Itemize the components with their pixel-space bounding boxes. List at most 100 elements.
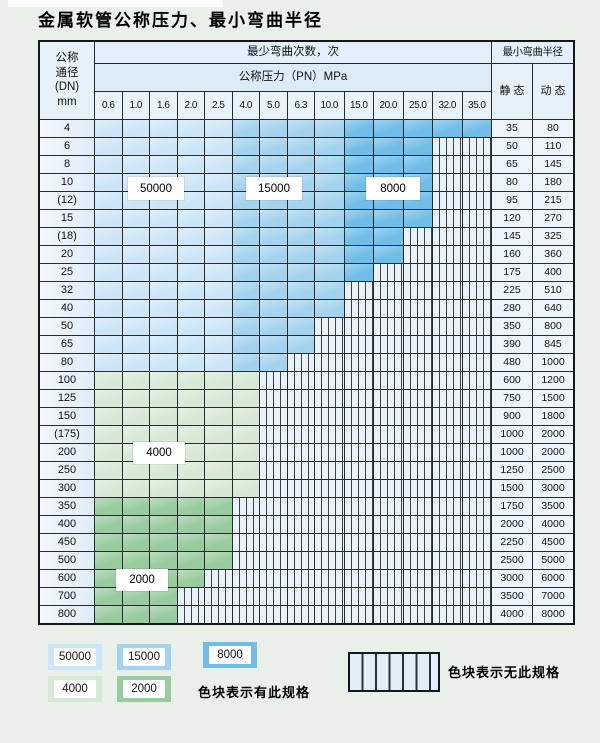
no-spec-cell — [260, 588, 287, 605]
availability-cell — [287, 228, 314, 245]
dynamic-radius-cell: 400 — [533, 264, 573, 281]
static-radius-cell: 160 — [492, 246, 532, 263]
dn-cell: 20 — [40, 246, 94, 263]
availability-cell — [205, 480, 232, 497]
availability-cell — [344, 120, 373, 137]
no-spec-cell — [403, 282, 432, 299]
no-spec-cell — [374, 354, 403, 371]
static-radius-cell: 900 — [492, 408, 532, 425]
availability-cell — [232, 354, 259, 371]
availability-cell — [462, 120, 491, 137]
dn-cell: 25 — [40, 264, 94, 281]
no-spec-cell — [287, 480, 314, 497]
pressure-header-cell: 35.0 — [462, 92, 491, 119]
availability-cell — [287, 318, 314, 335]
availability-cell — [403, 156, 432, 173]
availability-cell — [260, 336, 287, 353]
availability-cell — [232, 372, 259, 389]
no-spec-cell — [433, 390, 462, 407]
availability-cell — [122, 246, 149, 263]
availability-cell — [122, 516, 149, 533]
dn-cell: 15 — [40, 210, 94, 227]
availability-cell — [95, 390, 122, 407]
dynamic-radius-cell: 270 — [533, 210, 573, 227]
no-spec-cell — [403, 480, 432, 497]
availability-cell — [205, 120, 232, 137]
availability-cell — [177, 498, 204, 515]
dn-cell: 250 — [40, 462, 94, 479]
no-spec-cell — [232, 516, 259, 533]
no-spec-cell — [433, 210, 462, 227]
legend-swatch-value: 8000 — [209, 646, 251, 664]
dn-cell: 80 — [40, 354, 94, 371]
no-spec-cell — [433, 228, 462, 245]
availability-cell — [205, 228, 232, 245]
pressure-header-cell: 0.6 — [95, 92, 122, 119]
no-spec-cell — [344, 480, 373, 497]
no-spec-cell — [462, 228, 491, 245]
dn-cell: 350 — [40, 498, 94, 515]
no-spec-cell — [433, 192, 462, 209]
dn-cell: 32 — [40, 282, 94, 299]
availability-cell — [95, 588, 122, 605]
no-spec-cell — [403, 462, 432, 479]
no-spec-cell — [260, 390, 287, 407]
availability-cell — [344, 228, 373, 245]
availability-cell — [150, 156, 177, 173]
availability-cell — [150, 390, 177, 407]
bend-cycles-label-4000: 4000 — [133, 442, 185, 464]
dynamic-radius-cell: 3000 — [533, 480, 573, 497]
availability-cell — [205, 354, 232, 371]
availability-cell — [95, 426, 122, 443]
availability-cell — [232, 120, 259, 137]
static-radius-cell: 1750 — [492, 498, 532, 515]
dn-cell: (12) — [40, 192, 94, 209]
static-radius-cell: 2500 — [492, 552, 532, 569]
availability-cell — [205, 210, 232, 227]
static-radius-cell: 1500 — [492, 480, 532, 497]
availability-cell — [177, 138, 204, 155]
dynamic-radius-cell: 325 — [533, 228, 573, 245]
dn-cell: 200 — [40, 444, 94, 461]
dn-cell: 300 — [40, 480, 94, 497]
pressure-header-cell: 15.0 — [344, 92, 373, 119]
no-spec-cell — [344, 552, 373, 569]
availability-cell — [260, 246, 287, 263]
availability-cell — [315, 210, 344, 227]
availability-cell — [344, 174, 373, 191]
availability-cell — [95, 408, 122, 425]
dn-cell: 4 — [40, 120, 94, 137]
availability-cell — [344, 156, 373, 173]
availability-cell — [403, 210, 432, 227]
no-spec-cell — [462, 318, 491, 335]
no-spec-cell — [433, 138, 462, 155]
availability-cell — [95, 498, 122, 515]
availability-cell — [205, 498, 232, 515]
no-spec-cell — [403, 588, 432, 605]
no-spec-cell — [374, 480, 403, 497]
no-spec-cell — [462, 588, 491, 605]
static-radius-cell: 2250 — [492, 534, 532, 551]
availability-cell — [315, 120, 344, 137]
no-spec-cell — [462, 426, 491, 443]
static-radius-cell: 3500 — [492, 588, 532, 605]
availability-cell — [177, 534, 204, 551]
availability-cell — [205, 336, 232, 353]
no-spec-cell — [315, 570, 344, 587]
no-spec-cell — [433, 516, 462, 533]
dn-cell: (175) — [40, 426, 94, 443]
no-spec-cell — [260, 570, 287, 587]
availability-cell — [95, 318, 122, 335]
availability-cell — [95, 174, 122, 191]
no-spec-cell — [403, 336, 432, 353]
no-spec-cell — [403, 534, 432, 551]
no-spec-cell — [403, 390, 432, 407]
availability-cell — [232, 264, 259, 281]
availability-cell — [177, 174, 204, 191]
availability-cell — [374, 156, 403, 173]
availability-cell — [287, 210, 314, 227]
no-spec-cell — [403, 498, 432, 515]
dn-cell: 40 — [40, 300, 94, 317]
pressure-header-cell: 1.6 — [150, 92, 177, 119]
availability-cell — [260, 228, 287, 245]
